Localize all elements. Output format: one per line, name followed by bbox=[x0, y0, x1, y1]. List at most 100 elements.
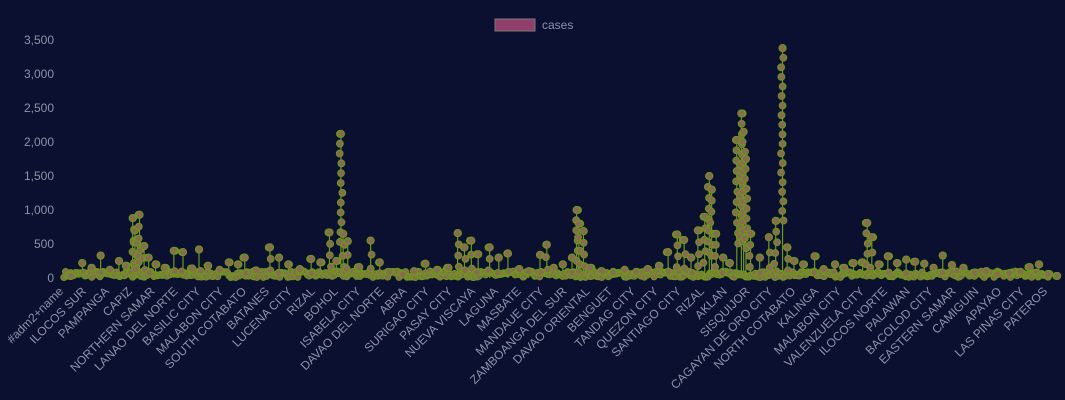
data-point-peak[interactable] bbox=[460, 243, 469, 252]
data-point-peak[interactable] bbox=[160, 263, 169, 272]
data-point[interactable] bbox=[664, 267, 673, 276]
data-point[interactable] bbox=[454, 251, 463, 260]
data-point-peak[interactable] bbox=[284, 260, 293, 269]
data-point[interactable] bbox=[711, 252, 719, 260]
data-point-peak[interactable] bbox=[78, 258, 87, 268]
data-point[interactable] bbox=[327, 262, 335, 271]
data-point-peak[interactable] bbox=[597, 267, 606, 276]
data-point-peak[interactable] bbox=[144, 253, 153, 262]
data-point[interactable] bbox=[337, 218, 346, 227]
data-point[interactable] bbox=[326, 239, 335, 248]
data-point-peak[interactable] bbox=[902, 255, 911, 264]
data-point-peak[interactable] bbox=[1004, 269, 1014, 278]
data-point-peak[interactable] bbox=[215, 265, 224, 274]
data-point-peak[interactable] bbox=[375, 258, 384, 267]
data-point-peak[interactable] bbox=[105, 265, 114, 274]
data-point-peak[interactable] bbox=[929, 263, 938, 272]
data-point-peak[interactable] bbox=[654, 261, 664, 270]
data-point-peak[interactable] bbox=[947, 260, 956, 270]
data-point[interactable] bbox=[343, 251, 352, 259]
data-point-peak[interactable] bbox=[558, 260, 567, 269]
data-point[interactable] bbox=[336, 208, 345, 217]
data-point[interactable] bbox=[336, 198, 345, 207]
data-point-peak[interactable] bbox=[993, 269, 1002, 279]
data-point-peak[interactable] bbox=[609, 268, 618, 277]
data-point-peak[interactable] bbox=[421, 259, 430, 268]
data-point-peak[interactable] bbox=[204, 261, 213, 270]
data-point-peak[interactable] bbox=[705, 171, 714, 181]
data-point[interactable] bbox=[743, 194, 752, 203]
data-point-peak[interactable] bbox=[725, 258, 735, 268]
data-point-peak[interactable] bbox=[693, 226, 702, 235]
data-point[interactable] bbox=[580, 250, 589, 259]
data-point[interactable] bbox=[777, 111, 786, 120]
data-point[interactable] bbox=[778, 130, 787, 139]
data-point-peak[interactable] bbox=[746, 229, 755, 238]
data-point-peak[interactable] bbox=[586, 263, 595, 272]
data-point[interactable] bbox=[699, 258, 708, 267]
data-point-peak[interactable] bbox=[135, 210, 144, 219]
data-point[interactable] bbox=[779, 197, 788, 206]
data-point-peak[interactable] bbox=[121, 261, 130, 270]
data-point-peak[interactable] bbox=[178, 248, 188, 257]
data-point-peak[interactable] bbox=[1025, 263, 1034, 272]
data-point[interactable] bbox=[145, 269, 154, 277]
legend[interactable]: cases bbox=[494, 18, 573, 32]
data-point-peak[interactable] bbox=[343, 237, 352, 246]
data-point-peak[interactable] bbox=[66, 271, 75, 281]
data-point-peak[interactable] bbox=[432, 265, 442, 274]
data-point-peak[interactable] bbox=[515, 265, 524, 274]
data-point[interactable] bbox=[778, 178, 787, 187]
data-point[interactable] bbox=[96, 268, 105, 277]
data-point-peak[interactable] bbox=[233, 260, 243, 269]
data-point[interactable] bbox=[337, 159, 346, 168]
data-point-peak[interactable] bbox=[883, 252, 892, 261]
data-point[interactable] bbox=[367, 250, 376, 259]
data-point[interactable] bbox=[741, 165, 750, 173]
data-point[interactable] bbox=[902, 269, 911, 278]
data-point[interactable] bbox=[740, 174, 749, 183]
data-point-peak[interactable] bbox=[96, 251, 105, 260]
data-point[interactable] bbox=[731, 208, 740, 217]
data-point-peak[interactable] bbox=[325, 228, 334, 237]
data-point-peak[interactable] bbox=[737, 109, 746, 118]
data-point-peak[interactable] bbox=[783, 243, 792, 252]
data-point[interactable] bbox=[740, 234, 749, 243]
data-point-peak[interactable] bbox=[741, 154, 751, 164]
data-point[interactable] bbox=[134, 234, 143, 243]
data-point-peak[interactable] bbox=[128, 214, 137, 223]
data-point-peak[interactable] bbox=[549, 263, 558, 272]
data-point[interactable] bbox=[868, 248, 877, 257]
data-point-peak[interactable] bbox=[863, 218, 872, 228]
data-point[interactable] bbox=[778, 120, 787, 129]
data-point-peak[interactable] bbox=[819, 265, 828, 274]
data-point[interactable] bbox=[745, 263, 754, 271]
data-point[interactable] bbox=[274, 269, 283, 277]
data-point-peak[interactable] bbox=[494, 253, 503, 262]
data-point-peak[interactable] bbox=[892, 258, 902, 268]
data-point-peak[interactable] bbox=[959, 263, 968, 272]
data-point[interactable] bbox=[536, 268, 545, 277]
data-point[interactable] bbox=[177, 267, 186, 276]
data-point-peak[interactable] bbox=[503, 249, 513, 258]
data-point-peak[interactable] bbox=[831, 260, 840, 269]
data-point[interactable] bbox=[574, 233, 583, 242]
data-point-peak[interactable] bbox=[712, 229, 721, 238]
data-point-peak[interactable] bbox=[673, 230, 682, 239]
data-point[interactable] bbox=[738, 137, 747, 146]
data-point[interactable] bbox=[694, 262, 702, 271]
data-point[interactable] bbox=[938, 268, 947, 277]
data-point-peak[interactable] bbox=[1016, 267, 1025, 276]
data-point-peak[interactable] bbox=[384, 267, 394, 276]
data-point-peak[interactable] bbox=[188, 264, 197, 273]
data-point-peak[interactable] bbox=[755, 253, 764, 262]
data-point-peak[interactable] bbox=[810, 252, 819, 261]
data-point[interactable] bbox=[325, 251, 334, 260]
data-point[interactable] bbox=[777, 92, 786, 100]
data-point-peak[interactable] bbox=[366, 236, 375, 245]
data-point[interactable] bbox=[778, 82, 787, 91]
data-point[interactable] bbox=[673, 241, 682, 250]
data-point-peak[interactable] bbox=[224, 258, 233, 267]
data-point-peak[interactable] bbox=[982, 267, 991, 276]
data-point[interactable] bbox=[742, 184, 751, 193]
